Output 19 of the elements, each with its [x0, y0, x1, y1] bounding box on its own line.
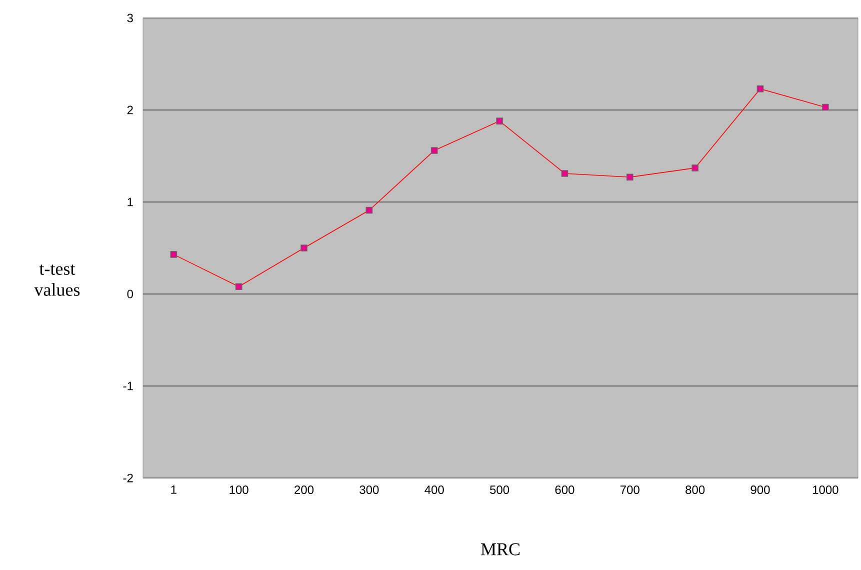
x-tick-label: 500: [490, 486, 510, 494]
x-axis-title: MRC: [481, 543, 520, 556]
y-tick-label: 1: [128, 198, 133, 206]
y-axis-title: t-test values: [34, 264, 80, 296]
x-tick-label: 300: [360, 486, 379, 494]
x-tick-label: 1000: [812, 486, 838, 494]
x-tick-label: 1: [171, 486, 176, 494]
y-tick-label: 0: [127, 290, 134, 298]
x-tick-label: 100: [230, 486, 248, 494]
x-tick-label: 200: [294, 486, 314, 494]
x-tick-label: 900: [750, 486, 770, 494]
y-tick-label: 2: [127, 106, 133, 114]
x-tick-label: 800: [686, 486, 705, 494]
x-tick-label: 600: [555, 486, 574, 494]
x-tick-label: 400: [424, 486, 444, 494]
y-tick-label: -1: [123, 382, 133, 390]
x-tick-label: 700: [620, 486, 640, 494]
y-tick-label: -2: [123, 474, 133, 482]
y-tick-label: 3: [127, 14, 133, 22]
